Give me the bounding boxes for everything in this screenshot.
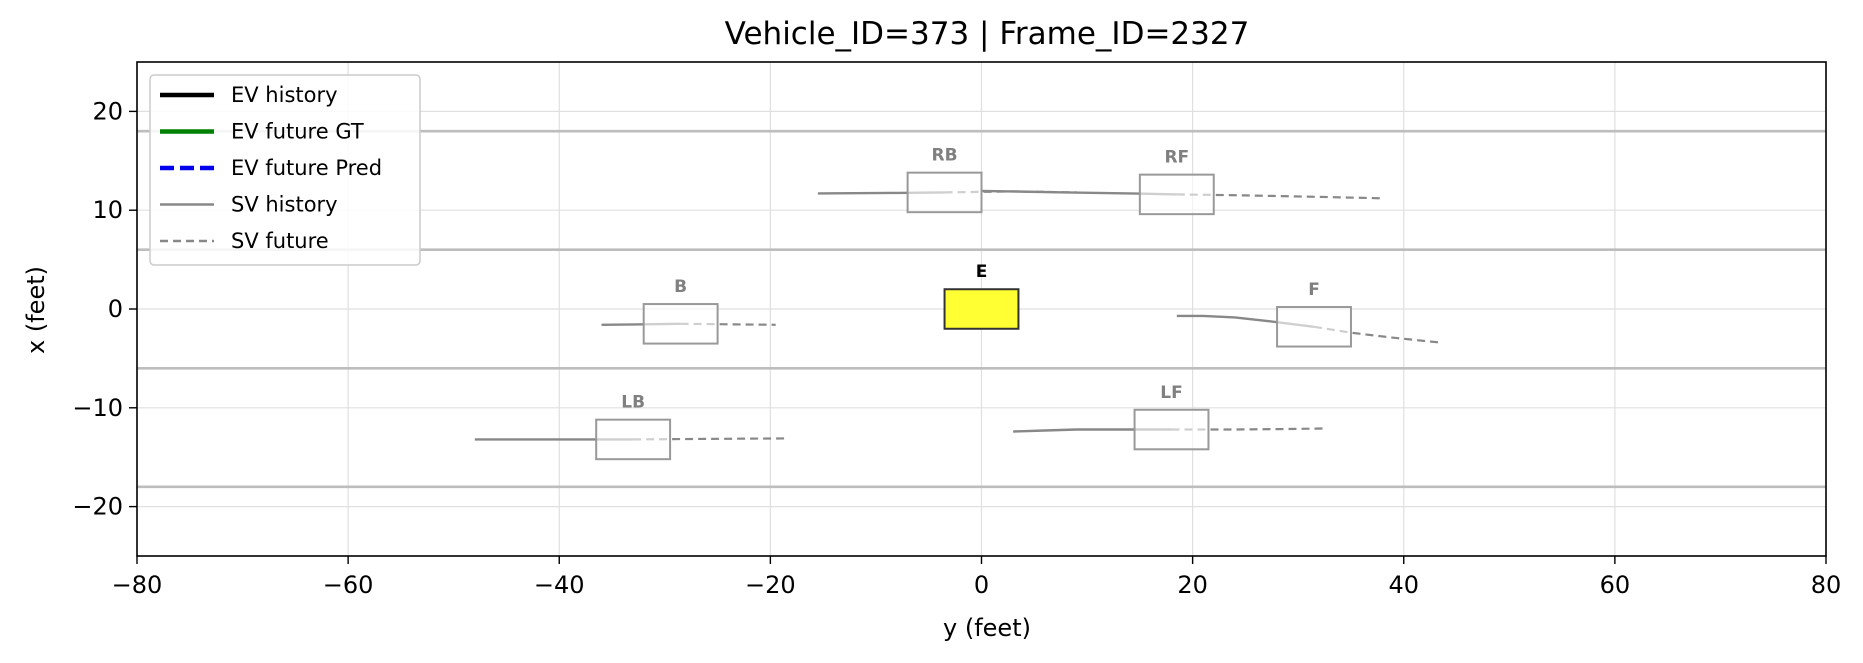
x-tick-label: 80 xyxy=(1811,571,1842,599)
vehicle-box-rb xyxy=(906,171,983,214)
vehicle-label-lf: LF xyxy=(1160,383,1182,403)
legend-label: EV future GT xyxy=(231,120,364,144)
y-tick-label: 10 xyxy=(92,196,123,224)
x-axis-title: y (feet) xyxy=(943,614,1031,642)
y-tick-label: −20 xyxy=(72,493,123,521)
vehicle-box-b xyxy=(642,303,719,345)
y-tick-label: −10 xyxy=(72,394,123,422)
x-tick-label: −20 xyxy=(745,571,796,599)
y-tick-label: 0 xyxy=(108,295,123,323)
vehicle-box-lf xyxy=(1133,408,1210,451)
x-tick-label: −60 xyxy=(323,571,374,599)
y-tick-label: 20 xyxy=(92,97,123,125)
chart-title: Vehicle_ID=373 | Frame_ID=2327 xyxy=(725,16,1250,52)
vehicle-label-f: F xyxy=(1308,280,1320,300)
vehicle-label-rf: RF xyxy=(1164,148,1189,168)
x-tick-label: −80 xyxy=(112,571,163,599)
vehicle-box-f xyxy=(1276,306,1352,348)
legend-label: EV future Pred xyxy=(231,156,382,180)
vehicles: RB RF B F LB LF E xyxy=(595,146,1352,461)
axis-ticks: −80 −60 −40 −20 0 20 40 60 80 −20 −10 0 10 20 xyxy=(72,97,1841,599)
vehicle-label-rb: RB xyxy=(932,146,958,166)
x-tick-label: 40 xyxy=(1388,571,1419,599)
ego-vehicle-box xyxy=(943,288,1020,330)
ego-vehicle-label: E xyxy=(976,262,988,282)
legend-label: SV history xyxy=(231,193,338,217)
legend-label: EV history xyxy=(231,83,338,107)
x-tick-label: 0 xyxy=(974,571,989,599)
x-tick-label: 20 xyxy=(1177,571,1208,599)
y-axis-title: x (feet) xyxy=(22,266,50,354)
sv-future-rf xyxy=(1176,193,1383,200)
vehicle-label-b: B xyxy=(674,277,687,297)
vehicle-box-lb xyxy=(595,418,672,461)
x-tick-label: −40 xyxy=(534,571,585,599)
lane-lines xyxy=(137,129,1826,489)
x-tick-label: 60 xyxy=(1600,571,1631,599)
vehicle-label-lb: LB xyxy=(621,393,645,413)
legend-label: SV future xyxy=(231,229,329,253)
legend: EV history EV future GT EV future Pred SV h… xyxy=(149,74,421,266)
vehicle-box-rf xyxy=(1138,173,1215,216)
legend-box xyxy=(149,74,421,266)
